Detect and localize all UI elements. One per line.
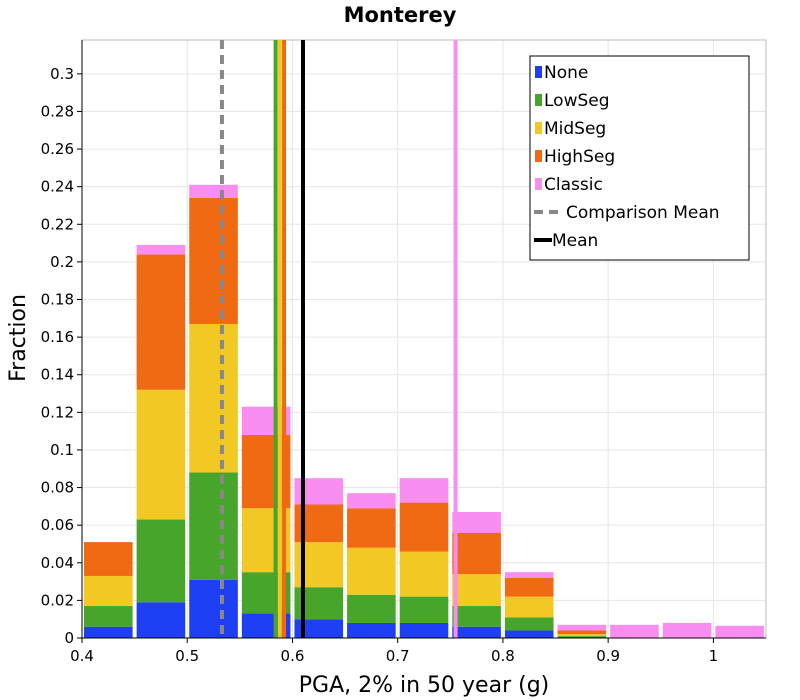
y-tick-label: 0.14 bbox=[41, 366, 74, 384]
bar-segment-classic bbox=[610, 624, 659, 638]
bar-segment-midseg bbox=[136, 389, 186, 520]
y-tick-label: 0.04 bbox=[41, 554, 74, 572]
axes bbox=[77, 40, 766, 643]
bar-segment-highseg bbox=[452, 532, 501, 575]
bar-segment-classic bbox=[557, 624, 607, 631]
bar-segment-lowseg bbox=[136, 519, 186, 603]
x-tick-label: 1 bbox=[709, 647, 719, 665]
bar-segment-midseg bbox=[84, 575, 133, 607]
bar-segment-midseg bbox=[557, 634, 607, 637]
bar-segment-midseg bbox=[399, 551, 449, 597]
legend-swatch bbox=[535, 94, 542, 106]
legend-swatch bbox=[535, 150, 542, 162]
bar-segment-classic bbox=[715, 625, 764, 638]
bar-segment-classic bbox=[662, 622, 712, 638]
y-tick-label: 0.3 bbox=[50, 65, 74, 83]
y-tick-label: 0.1 bbox=[50, 441, 74, 459]
bar-segment-highseg bbox=[84, 542, 133, 576]
bar-segment-lowseg bbox=[504, 617, 554, 631]
legend-label: None bbox=[544, 63, 588, 83]
bar-segment-none bbox=[189, 579, 238, 638]
bar-segment-lowseg bbox=[399, 596, 449, 623]
bar-segment-none bbox=[452, 626, 501, 638]
mean-lines bbox=[219, 40, 458, 638]
bar-segment-none bbox=[84, 626, 133, 638]
y-tick-label: 0 bbox=[64, 629, 74, 647]
y-tick-label: 0.08 bbox=[41, 479, 74, 497]
bar-segment-lowseg bbox=[347, 594, 396, 623]
x-tick-label: 0.8 bbox=[491, 647, 515, 665]
legend-swatch bbox=[535, 178, 542, 190]
x-tick-label: 0.4 bbox=[70, 647, 94, 665]
y-tick-label: 0.06 bbox=[41, 516, 74, 534]
bar-segment-classic bbox=[347, 493, 396, 509]
chart-title: Monterey bbox=[344, 3, 457, 27]
bar-segment-highseg bbox=[347, 508, 396, 548]
x-tick-label: 0.7 bbox=[386, 647, 410, 665]
y-axis-label: Fraction bbox=[6, 294, 31, 382]
bar-segment-midseg bbox=[504, 596, 554, 618]
legend-label: HighSeg bbox=[544, 147, 615, 167]
y-tick-label: 0.22 bbox=[41, 215, 74, 233]
bar-segment-highseg bbox=[189, 197, 238, 324]
y-tick-label: 0.16 bbox=[41, 328, 74, 346]
bar-segment-lowseg bbox=[84, 606, 133, 627]
bar-segment-lowseg bbox=[452, 606, 501, 627]
y-tick-label: 0.12 bbox=[41, 403, 74, 421]
bar-segment-classic bbox=[452, 512, 501, 533]
bar-segment-none bbox=[504, 630, 554, 638]
bars bbox=[84, 184, 764, 638]
x-tick-label: 0.9 bbox=[596, 647, 620, 665]
y-tick-label: 0.28 bbox=[41, 102, 74, 120]
legend-label: Classic bbox=[544, 175, 603, 195]
bar-segment-classic bbox=[136, 244, 186, 255]
bar-segment-lowseg bbox=[189, 472, 238, 580]
legend-box bbox=[529, 55, 750, 261]
y-tick-label: 0.02 bbox=[41, 591, 74, 609]
legend-label: MidSeg bbox=[544, 119, 606, 139]
bar-segment-highseg bbox=[557, 630, 607, 635]
bar-segment-classic bbox=[504, 572, 554, 578]
x-axis-label: PGA, 2% in 50 year (g) bbox=[299, 673, 550, 698]
x-tick-label: 0.6 bbox=[281, 647, 305, 665]
legend-label: Mean bbox=[552, 231, 598, 251]
bar-segment-none bbox=[294, 619, 344, 638]
bar-segment-none bbox=[347, 622, 396, 638]
y-tick-label: 0.26 bbox=[41, 140, 74, 158]
bar-segment-midseg bbox=[452, 574, 501, 607]
legend: None LowSeg MidSeg HighSeg Classic Comparison… bbox=[529, 55, 750, 261]
y-tick-label: 0.24 bbox=[41, 178, 74, 196]
legend-label: LowSeg bbox=[544, 91, 610, 111]
bar-segment-highseg bbox=[136, 254, 186, 390]
legend-swatch bbox=[535, 66, 542, 78]
bar-segment-classic bbox=[399, 478, 449, 503]
tick-labels: 0 0.02 0.04 0.06 0.08 0.1 0.12 0.14 0.16 0.18 0.2 0… bbox=[41, 65, 719, 665]
x-tick-label: 0.5 bbox=[175, 647, 199, 665]
bar-segment-highseg bbox=[399, 502, 449, 552]
y-tick-label: 0.2 bbox=[50, 253, 74, 271]
bar-segment-midseg bbox=[189, 323, 238, 473]
bar-segment-classic bbox=[189, 184, 238, 198]
y-tick-label: 0.18 bbox=[41, 291, 74, 309]
bar-segment-none bbox=[399, 622, 449, 638]
bar-segment-highseg bbox=[504, 577, 554, 597]
legend-swatch bbox=[535, 122, 542, 134]
bar-segment-none bbox=[136, 602, 186, 638]
legend-label: Comparison Mean bbox=[566, 203, 720, 223]
bar-segment-lowseg bbox=[557, 636, 607, 638]
bar-segment-midseg bbox=[347, 547, 396, 595]
